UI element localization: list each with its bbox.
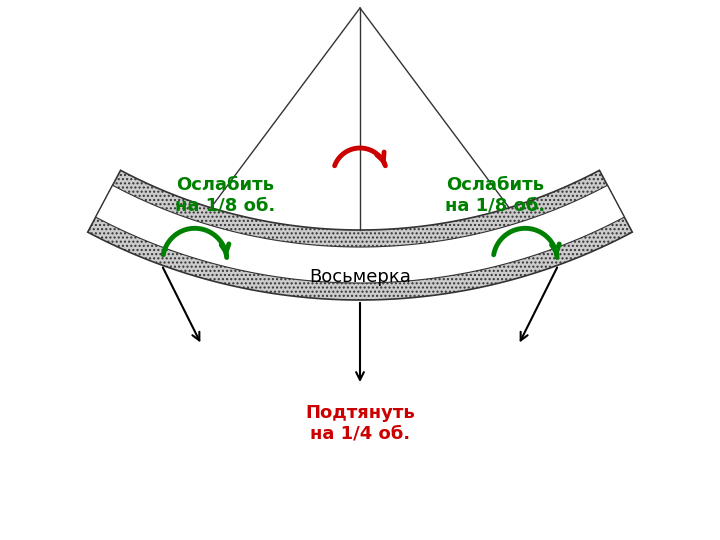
- Text: Восьмерка: Восьмерка: [309, 268, 411, 286]
- Text: Ослабить
на 1/8 об.: Ослабить на 1/8 об.: [445, 176, 545, 215]
- Polygon shape: [88, 170, 632, 300]
- Polygon shape: [96, 185, 624, 283]
- Text: Ослабить
на 1/8 об.: Ослабить на 1/8 об.: [175, 176, 275, 215]
- Text: Подтянуть
на 1/4 об.: Подтянуть на 1/4 об.: [305, 403, 415, 442]
